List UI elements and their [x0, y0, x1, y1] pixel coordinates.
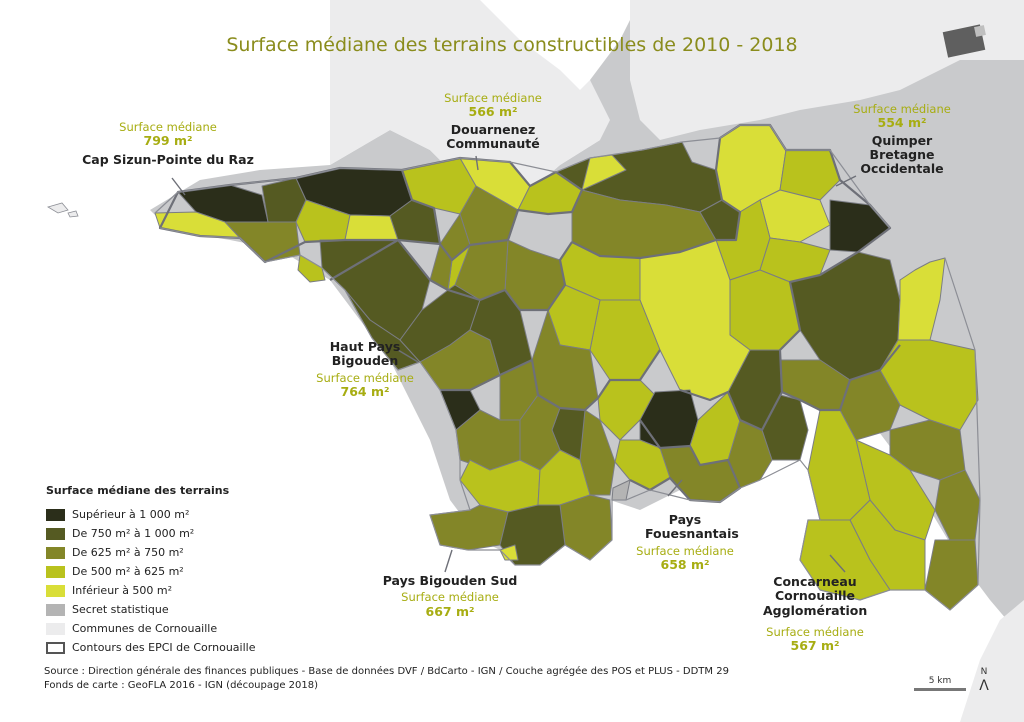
annotation-name: Haut Pays Bigouden	[329, 339, 401, 369]
leader-line	[835, 175, 857, 187]
annotation-label: Surface médiane	[636, 543, 734, 558]
island	[67, 210, 79, 218]
legend-swatch	[46, 508, 65, 521]
annotation-value: 658 m²	[660, 556, 710, 572]
annotation-name: Douarnenez Communauté	[446, 121, 540, 151]
annotation-quimper: Surface médiane 554 m² Quimper Bretagne …	[842, 102, 962, 177]
leader-line	[444, 549, 453, 573]
land-background	[330, 0, 610, 200]
logo-accent	[974, 25, 986, 37]
source-line: Source : Direction générale des finances…	[44, 666, 729, 677]
north-arrow: N Λ	[976, 667, 992, 694]
north-label: N	[980, 667, 988, 677]
annotation-douarnenez: Surface médiane 566 m² Douarnenez Commun…	[408, 91, 578, 151]
commune	[897, 257, 946, 346]
legend-item: Supérieur à 1 000 m²	[46, 505, 255, 524]
commune	[499, 544, 519, 561]
epci-boundary	[440, 349, 661, 412]
coastline	[159, 227, 981, 611]
north-arrow-icon: Λ	[979, 678, 989, 694]
annotation-value: 764 m²	[340, 383, 390, 399]
source-notes: Source : Direction générale des finances…	[44, 665, 729, 692]
commune	[429, 504, 509, 551]
legend-label: Contours des EPCI de Cornouaille	[72, 641, 256, 654]
legend-swatch	[46, 641, 65, 654]
scale-bar-line	[914, 688, 966, 691]
commune	[344, 214, 399, 241]
annotation-pays-bigouden-sud: Pays Bigouden Sud Surface médiane 667 m²	[365, 573, 535, 619]
legend-swatch	[46, 546, 65, 559]
leader-line	[667, 479, 683, 497]
epci-boundary	[571, 123, 892, 432]
legend-label: Secret statistique	[72, 603, 169, 616]
scale-label: 5 km	[928, 676, 952, 686]
legend-label: Inférieur à 500 m²	[72, 584, 173, 597]
legend-label: Supérieur à 1 000 m²	[72, 508, 190, 521]
annotation-label: Surface médiane	[853, 102, 951, 116]
legend-swatch	[46, 622, 65, 635]
legend-title: Surface médiane des terrains	[46, 484, 230, 497]
commune	[597, 379, 661, 441]
island	[47, 202, 69, 214]
annotation-label: Surface médiane	[316, 370, 414, 385]
legend-label: De 625 m² à 750 m²	[72, 546, 184, 559]
leader-line	[397, 349, 419, 363]
land-background	[960, 600, 1024, 722]
legend-item: Communes de Cornouaille	[46, 619, 255, 638]
legend-item: De 500 m² à 625 m²	[46, 562, 255, 581]
legend-label: De 750 m² à 1 000 m²	[72, 527, 195, 540]
commune	[559, 494, 613, 561]
annotation-value: 554 m²	[877, 115, 927, 131]
annotation-cap-sizun: Surface médiane 799 m² Cap Sizun-Pointe …	[68, 120, 268, 167]
legend: Surface médiane des terrains Supérieur à…	[46, 484, 255, 657]
legend-item: Contours des EPCI de Cornouaille	[46, 638, 255, 657]
legend-item: De 625 m² à 750 m²	[46, 543, 255, 562]
legend-swatch	[46, 565, 65, 578]
epci-boundary	[329, 238, 573, 312]
legend-item: Inférieur à 500 m²	[46, 581, 255, 600]
annotation-pays-fouesnantais: Pays Fouesnantais Surface médiane 658 m²	[610, 512, 760, 572]
legend-label: De 500 m² à 625 m²	[72, 565, 184, 578]
annotation-name: Quimper Bretagne Occidentale	[860, 132, 944, 177]
annotation-name: Concarneau Cornouaille Agglomération	[763, 574, 868, 618]
epci-boundary	[781, 344, 901, 412]
annotation-label: Surface médiane	[766, 625, 864, 640]
annotation-value: 566 m²	[468, 104, 518, 120]
annotation-value: 567 m²	[790, 638, 840, 654]
logo	[942, 24, 991, 60]
legend-item: De 750 m² à 1 000 m²	[46, 524, 255, 543]
legend-swatch	[46, 527, 65, 540]
leader-line	[829, 554, 846, 573]
scale-bar: 5 km	[914, 676, 966, 691]
annotation-label: Surface médiane	[401, 590, 499, 605]
commune	[224, 221, 301, 263]
map-title: Surface médiane des terrains constructib…	[226, 34, 798, 56]
legend-swatch	[46, 584, 65, 597]
annotation-haut-pays-bigouden: Haut Pays Bigouden Surface médiane 764 m…	[290, 339, 440, 399]
annotation-label: Surface médiane	[119, 120, 217, 134]
legend-item: Secret statistique	[46, 600, 255, 619]
land-background	[630, 0, 1024, 140]
annotation-name: Pays Fouesnantais	[645, 512, 739, 542]
annotation-value: 799 m²	[143, 133, 193, 149]
annotation-name: Cap Sizun-Pointe du Raz	[82, 151, 254, 167]
legend-label: Communes de Cornouaille	[72, 622, 218, 635]
annotation-concarneau: Concarneau Cornouaille Agglomération Sur…	[750, 574, 880, 654]
legend-swatch	[46, 603, 65, 616]
annotation-name: Pays Bigouden Sud	[382, 573, 518, 588]
coastline	[154, 124, 891, 229]
leader-line	[171, 177, 186, 196]
annotation-value: 667 m²	[425, 603, 475, 619]
leader-line	[475, 155, 479, 171]
commune	[924, 539, 979, 611]
annotation-label: Surface médiane	[444, 91, 542, 105]
source-line: Fonds de carte : GeoFLA 2016 - IGN (déco…	[44, 679, 319, 691]
